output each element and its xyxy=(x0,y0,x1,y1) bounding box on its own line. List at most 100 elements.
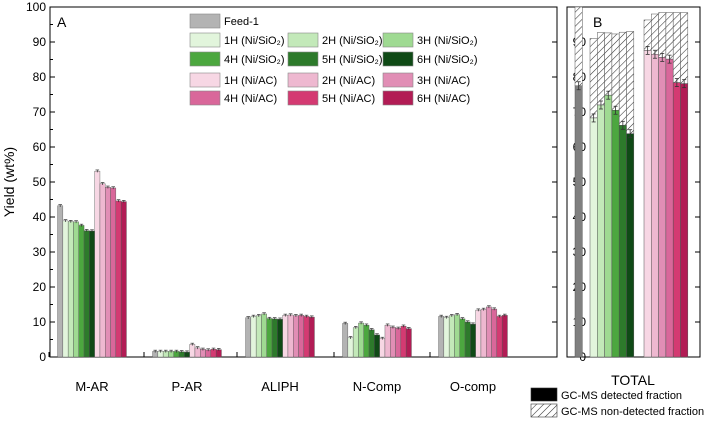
bar-non-detected xyxy=(651,13,659,55)
bar xyxy=(105,187,111,358)
legend-swatch xyxy=(530,387,558,402)
legend-swatch xyxy=(189,13,221,29)
legend-label: 1H (Ni/AC) xyxy=(224,75,277,87)
legend-label: 2H (Ni/AC) xyxy=(322,75,375,87)
bar-non-detected xyxy=(604,32,613,96)
y-tick-label: 50 xyxy=(33,175,47,189)
bar xyxy=(271,318,278,358)
y-tick-label: 0 xyxy=(39,350,46,364)
legend-label: 4H (Ni/SiO₂) xyxy=(224,54,285,66)
legend-swatch xyxy=(189,32,221,48)
y-tick-label: 80 xyxy=(33,70,47,84)
bar-non-detected xyxy=(574,6,583,86)
legend-swatch xyxy=(189,90,221,106)
bar-detected xyxy=(604,94,613,358)
bar xyxy=(78,225,85,358)
legend-label: GC-MS non-detected fraction xyxy=(561,406,704,418)
legend-label: GC-MS detected fraction xyxy=(561,390,682,402)
panel-a-legend: Feed-1 1H (Ni/SiO₂) 2H (Ni/SiO₂) 3H (Ni/SiO… xyxy=(189,13,478,106)
bar xyxy=(342,323,349,358)
bar xyxy=(308,316,315,358)
bar xyxy=(368,329,375,358)
y-tick-label: 40 xyxy=(33,210,47,224)
x-tick-label: O-comp xyxy=(450,379,496,394)
y-tick-label: 90 xyxy=(33,35,47,49)
bar xyxy=(120,201,127,358)
bar-detected xyxy=(680,83,689,358)
legend-label: 2H (Ni/SiO₂) xyxy=(322,35,383,47)
bar-detected xyxy=(665,58,674,358)
y-axis-label: Yield (wt%) xyxy=(1,147,17,217)
bar-non-detected xyxy=(680,12,689,84)
legend-label: 5H (Ni/SiO₂) xyxy=(322,54,383,66)
bar xyxy=(99,183,106,358)
bar xyxy=(390,327,396,358)
bar-non-detected xyxy=(626,31,635,134)
y-tick-label: 60 xyxy=(33,140,47,154)
bar xyxy=(448,315,455,358)
y-tick-label: 30 xyxy=(33,245,47,259)
bar-non-detected xyxy=(589,38,598,119)
bar xyxy=(298,315,305,358)
bar xyxy=(496,316,503,358)
panel-b-bars xyxy=(574,6,689,358)
bar-non-detected xyxy=(611,33,620,111)
legend-label: 6H (Ni/AC) xyxy=(417,93,470,105)
legend-swatch xyxy=(287,51,319,67)
bar xyxy=(475,309,482,358)
legend-swatch xyxy=(287,32,319,48)
legend-swatch xyxy=(382,32,414,48)
bar-detected xyxy=(651,54,659,358)
bar-non-detected xyxy=(658,12,667,58)
bar-detected xyxy=(643,50,652,358)
bar xyxy=(454,314,460,358)
panel-a-x-axis: M-AR P-AR ALIPH N-Comp O-comp xyxy=(48,352,496,394)
y-tick-label: 0 xyxy=(579,350,586,364)
bar-detected xyxy=(589,117,598,358)
bar-detected xyxy=(618,125,627,358)
legend-swatch xyxy=(382,51,414,67)
panel-a-label: A xyxy=(57,14,67,30)
bar xyxy=(352,327,359,358)
bar xyxy=(347,337,354,358)
bar xyxy=(464,321,471,358)
y-tick-label: 20 xyxy=(33,280,47,294)
panel-b-legend: GC-MS detected fraction GC-MS non-detecte… xyxy=(530,387,704,418)
bar xyxy=(293,315,299,358)
legend-label: 3H (Ni/SiO₂) xyxy=(417,35,478,47)
y-tick-label: 10 xyxy=(33,315,47,329)
legend-label: 3H (Ni/AC) xyxy=(417,75,470,87)
bar xyxy=(62,220,69,358)
bar xyxy=(443,317,450,358)
bar-non-detected xyxy=(618,31,627,126)
bar xyxy=(491,308,498,358)
bar xyxy=(282,315,289,358)
bar xyxy=(395,328,402,358)
legend-label: 4H (Ni/AC) xyxy=(224,93,277,105)
bar xyxy=(73,221,79,358)
bar-detected xyxy=(574,85,583,358)
bar xyxy=(486,306,492,358)
panel-a-bars xyxy=(57,169,508,358)
bar xyxy=(250,316,257,358)
bar xyxy=(363,324,370,358)
bar-non-detected xyxy=(643,19,652,51)
legend-swatch xyxy=(287,72,319,88)
bar xyxy=(384,324,391,358)
bar-non-detected xyxy=(672,12,681,83)
y-tick-label: 70 xyxy=(33,105,47,119)
bar xyxy=(67,221,74,358)
bar-detected xyxy=(672,82,681,358)
legend-label: 6H (Ni/SiO₂) xyxy=(417,54,478,66)
bar xyxy=(287,314,294,358)
bar xyxy=(57,205,64,358)
x-tick-label: N-Comp xyxy=(353,379,401,394)
bar xyxy=(83,230,90,358)
bar xyxy=(374,334,380,358)
panel-b-label: B xyxy=(593,14,602,30)
bar xyxy=(110,187,117,358)
x-tick-label: TOTAL xyxy=(611,372,655,388)
legend-swatch xyxy=(382,90,414,106)
bar xyxy=(459,318,466,358)
